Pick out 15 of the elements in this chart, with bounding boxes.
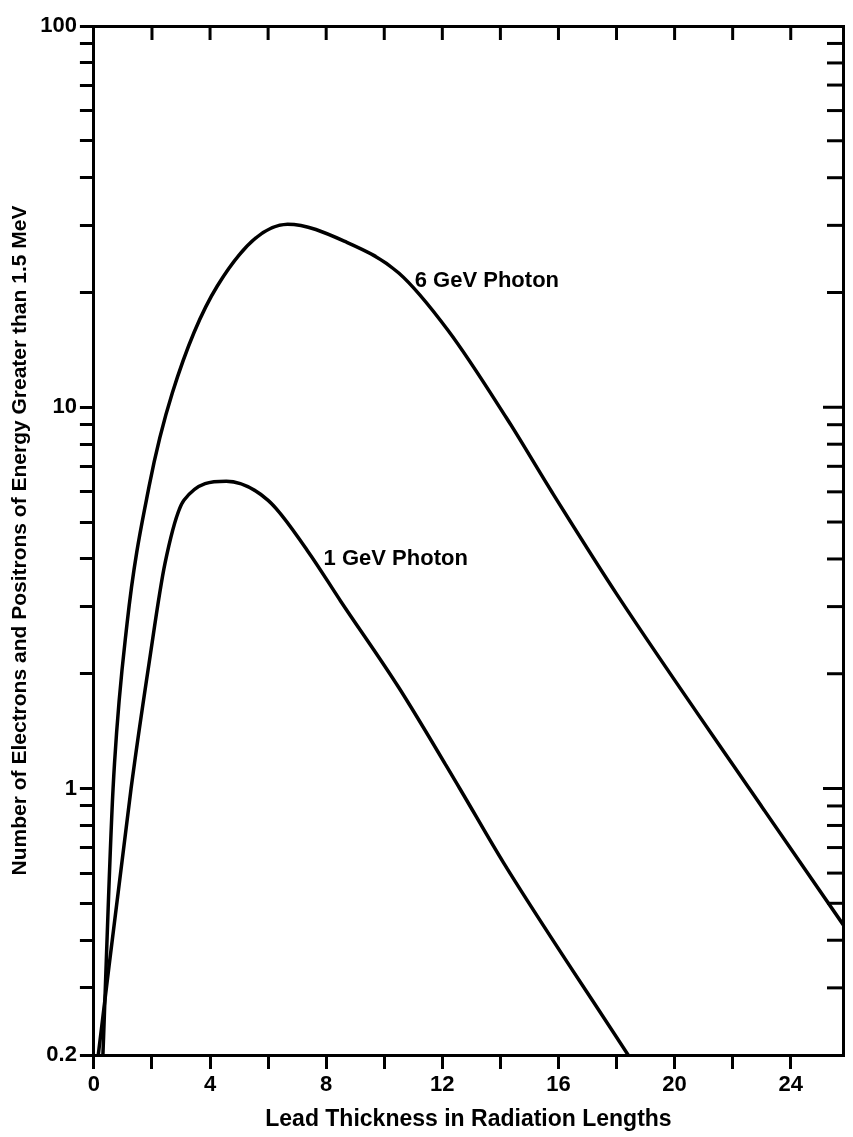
x-axis-title: Lead Thickness in Radiation Lengths	[265, 1104, 672, 1131]
x-tick-label: 24	[778, 1071, 804, 1097]
series-label: 1 GeV Photon	[323, 544, 468, 570]
x-tick-label: 0	[87, 1071, 101, 1097]
x-tick-label: 8	[320, 1071, 333, 1097]
x-tick-label: 20	[662, 1071, 687, 1097]
x-tick-label: 16	[546, 1071, 571, 1097]
y-tick-label: 1	[64, 774, 77, 800]
x-tick-label: 4	[203, 1071, 217, 1097]
y-tick-label: 100	[40, 12, 77, 38]
x-tick-label: 12	[430, 1071, 455, 1097]
y-tick-label: 0.2	[46, 1041, 77, 1067]
y-axis-title: Number of Electrons and Positrons of Energy Greater than 1.5 MeV	[7, 205, 31, 876]
series-label: 6 GeV Photon	[414, 267, 560, 293]
y-tick-label: 10	[52, 393, 77, 419]
